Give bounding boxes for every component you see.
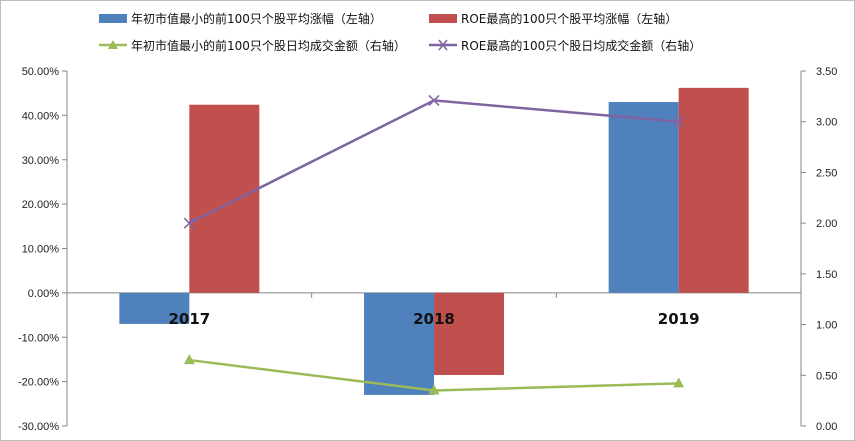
bar-1-2017 <box>189 104 260 293</box>
right-tick-label: 0.50 <box>816 370 837 382</box>
left-tick-label: 20.00% <box>22 199 60 211</box>
left-tick-label: 0.00% <box>28 288 59 300</box>
left-tick-label: -20.00% <box>18 377 59 389</box>
right-tick-label: 3.50 <box>816 66 837 78</box>
lines <box>183 94 685 395</box>
left-tick-label: -10.00% <box>18 332 59 344</box>
bar-1-2018 <box>434 292 504 375</box>
triangle-point-2018 <box>428 384 440 395</box>
left-tick-label: 30.00% <box>22 155 60 167</box>
legend-triangle-marker-icon <box>108 40 118 49</box>
legend-label-roe-return: ROE最高的100只个股平均涨幅（左轴） <box>461 11 677 26</box>
bars <box>119 87 749 395</box>
right-tick-label: 1.50 <box>816 269 837 281</box>
bar-0-2019 <box>608 102 679 293</box>
x-point-2017 <box>183 217 195 229</box>
legend-label-small-cap-volume: 年初市值最小的前100只个股日均成交金额（右轴） <box>131 38 406 53</box>
bar-0-2018 <box>364 292 434 395</box>
legend-swatch-small-cap-return <box>99 14 127 23</box>
legend-label-roe-volume: ROE最高的100只个股日均成交金额（右轴） <box>461 38 701 53</box>
category-labels: 2017 2018 2019 <box>168 310 699 328</box>
legend-label-small-cap-return: 年初市值最小的前100只个股平均涨幅（左轴） <box>131 11 382 26</box>
legend: 年初市值最小的前100只个股平均涨幅（左轴） ROE最高的100只个股平均涨幅（… <box>99 11 701 53</box>
x-point-2018 <box>428 94 440 106</box>
left-tick-label: 40.00% <box>22 110 60 122</box>
right-tick-label: 2.50 <box>816 167 837 179</box>
legend-x-marker-icon <box>438 39 448 51</box>
triangle-point-2017 <box>183 354 195 365</box>
triangle-point-2019 <box>673 377 685 388</box>
category-label-2019: 2019 <box>658 310 700 328</box>
category-label-2018: 2018 <box>413 310 455 328</box>
right-tick-label: 2.00 <box>816 218 837 230</box>
left-tick-label: 50.00% <box>22 66 60 78</box>
bar-0-2017 <box>119 292 190 324</box>
x-point-2019 <box>673 116 685 128</box>
right-tick-label: 3.00 <box>816 117 837 129</box>
legend-swatch-roe-return <box>429 14 457 23</box>
bar-1-2019 <box>678 87 749 293</box>
line-series-1 <box>188 99 679 225</box>
axes: -30.00% -20.00% -10.00% 0.00% 10.00% 20.00% 30… <box>18 66 837 433</box>
left-tick-label: -30.00% <box>18 421 59 433</box>
category-label-2017: 2017 <box>168 310 210 328</box>
left-tick-label: 10.00% <box>22 244 60 256</box>
right-tick-label: 0.00 <box>816 421 837 433</box>
right-tick-label: 1.00 <box>816 320 837 332</box>
